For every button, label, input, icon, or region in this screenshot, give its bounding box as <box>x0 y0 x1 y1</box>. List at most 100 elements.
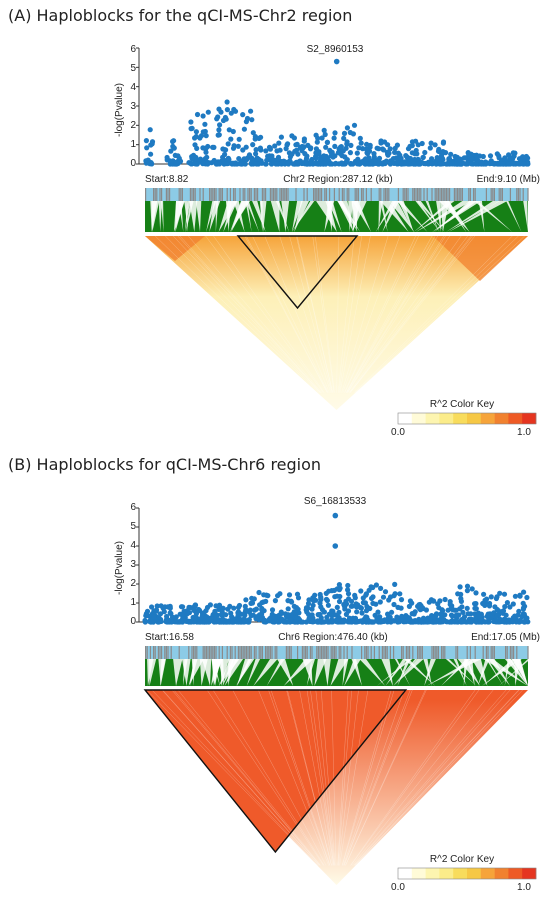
snp-point <box>423 160 429 167</box>
snp-point <box>524 594 530 601</box>
fan-gap <box>185 201 191 232</box>
snp-point <box>227 603 233 610</box>
snp-point <box>203 149 209 155</box>
ld-texture-line <box>354 689 523 866</box>
panel-a-ytick-6: 6 <box>130 44 136 55</box>
snp-point <box>321 127 327 133</box>
snp-point <box>261 592 267 598</box>
snp-point <box>215 132 221 138</box>
snp-tick <box>282 188 284 201</box>
snp-point <box>144 145 150 151</box>
snp-point <box>502 604 508 610</box>
snp-point <box>149 161 155 167</box>
snp-tick <box>362 188 364 201</box>
snp-point <box>316 161 322 167</box>
snp-point <box>397 591 403 597</box>
snp-point <box>224 99 230 105</box>
snp-tick <box>511 646 513 659</box>
snp-point <box>480 153 486 160</box>
snp-tick <box>145 646 147 659</box>
snp-point <box>352 595 358 601</box>
snp-tick <box>457 188 459 201</box>
snp-point <box>436 148 442 155</box>
fan-gap <box>291 201 303 232</box>
fan-gap <box>415 201 472 232</box>
snp-point <box>177 158 184 164</box>
snp-point <box>253 151 259 157</box>
fan-gap <box>351 659 362 686</box>
ld-texture-line <box>206 689 324 866</box>
fan-gap <box>149 659 157 686</box>
snp-tick <box>468 188 470 201</box>
panel-b-colorkey-min: 0.0 <box>391 882 405 893</box>
snp-tick <box>386 188 388 201</box>
snp-point <box>357 135 363 141</box>
snp-point <box>241 126 247 132</box>
fan-gap <box>423 659 432 686</box>
snp-tick <box>285 188 287 201</box>
panel-a-ytick-1: 1 <box>130 139 136 150</box>
snp-point <box>367 142 373 148</box>
snp-tick <box>271 188 273 201</box>
snp-point <box>521 611 527 617</box>
snp-tick <box>157 646 159 659</box>
fan-gap <box>446 201 500 232</box>
snp-tick <box>164 646 166 659</box>
snp-tick <box>239 188 241 201</box>
snp-tick <box>449 188 451 201</box>
ld-texture-line <box>354 235 519 393</box>
snp-point <box>285 606 291 612</box>
panel-a-colorkey-max: 1.0 <box>517 427 531 438</box>
snp-point <box>193 129 199 135</box>
snp-point <box>419 140 425 147</box>
snp-tick <box>364 646 366 659</box>
ld-texture-line <box>347 235 446 393</box>
fan-gap <box>382 201 400 232</box>
snp-tick <box>316 646 318 659</box>
ld-texture-line <box>289 235 333 393</box>
snp-point <box>457 157 463 163</box>
snp-point <box>151 614 157 620</box>
snp-point <box>351 122 358 128</box>
snp-tick <box>401 646 403 659</box>
snp-point <box>371 619 377 625</box>
snp-point <box>301 136 307 142</box>
snp-tick <box>423 188 425 201</box>
ld-texture-line <box>346 235 436 393</box>
snp-point <box>442 596 448 603</box>
snp-point <box>342 606 348 612</box>
snp-tick <box>420 188 422 201</box>
ld-texture-line <box>244 235 328 393</box>
snp-point <box>390 156 396 162</box>
snp-tick <box>250 646 252 659</box>
snp-point <box>145 157 151 163</box>
snp-point <box>303 619 309 625</box>
snp-tick <box>493 646 495 659</box>
snp-point <box>392 581 398 588</box>
snp-tick <box>333 188 335 201</box>
snp-point <box>220 616 226 622</box>
snp-tick <box>346 646 348 659</box>
fan-gap <box>314 659 327 686</box>
snp-tick <box>276 188 278 201</box>
fan-gap <box>316 201 337 232</box>
snp-tick <box>386 646 388 659</box>
snp-point <box>347 129 353 136</box>
snp-point <box>236 136 242 142</box>
snp-tick <box>407 646 409 659</box>
snp-point <box>189 155 195 162</box>
snp-point <box>448 612 455 618</box>
snp-point <box>508 155 514 161</box>
snp-point <box>224 619 231 625</box>
snp-tick <box>351 646 353 659</box>
snp-point <box>249 158 255 164</box>
snp-point <box>229 614 235 620</box>
snp-point <box>207 602 213 608</box>
snp-point <box>348 142 354 148</box>
snp-tick <box>340 646 342 659</box>
snp-point <box>326 611 332 617</box>
snp-point <box>438 153 444 159</box>
snp-tick <box>154 188 156 201</box>
panel-a: -log(Pvalue) S2_8960153 Start:8.82 Chr2 … <box>114 44 540 438</box>
ld-texture-line <box>177 235 321 393</box>
